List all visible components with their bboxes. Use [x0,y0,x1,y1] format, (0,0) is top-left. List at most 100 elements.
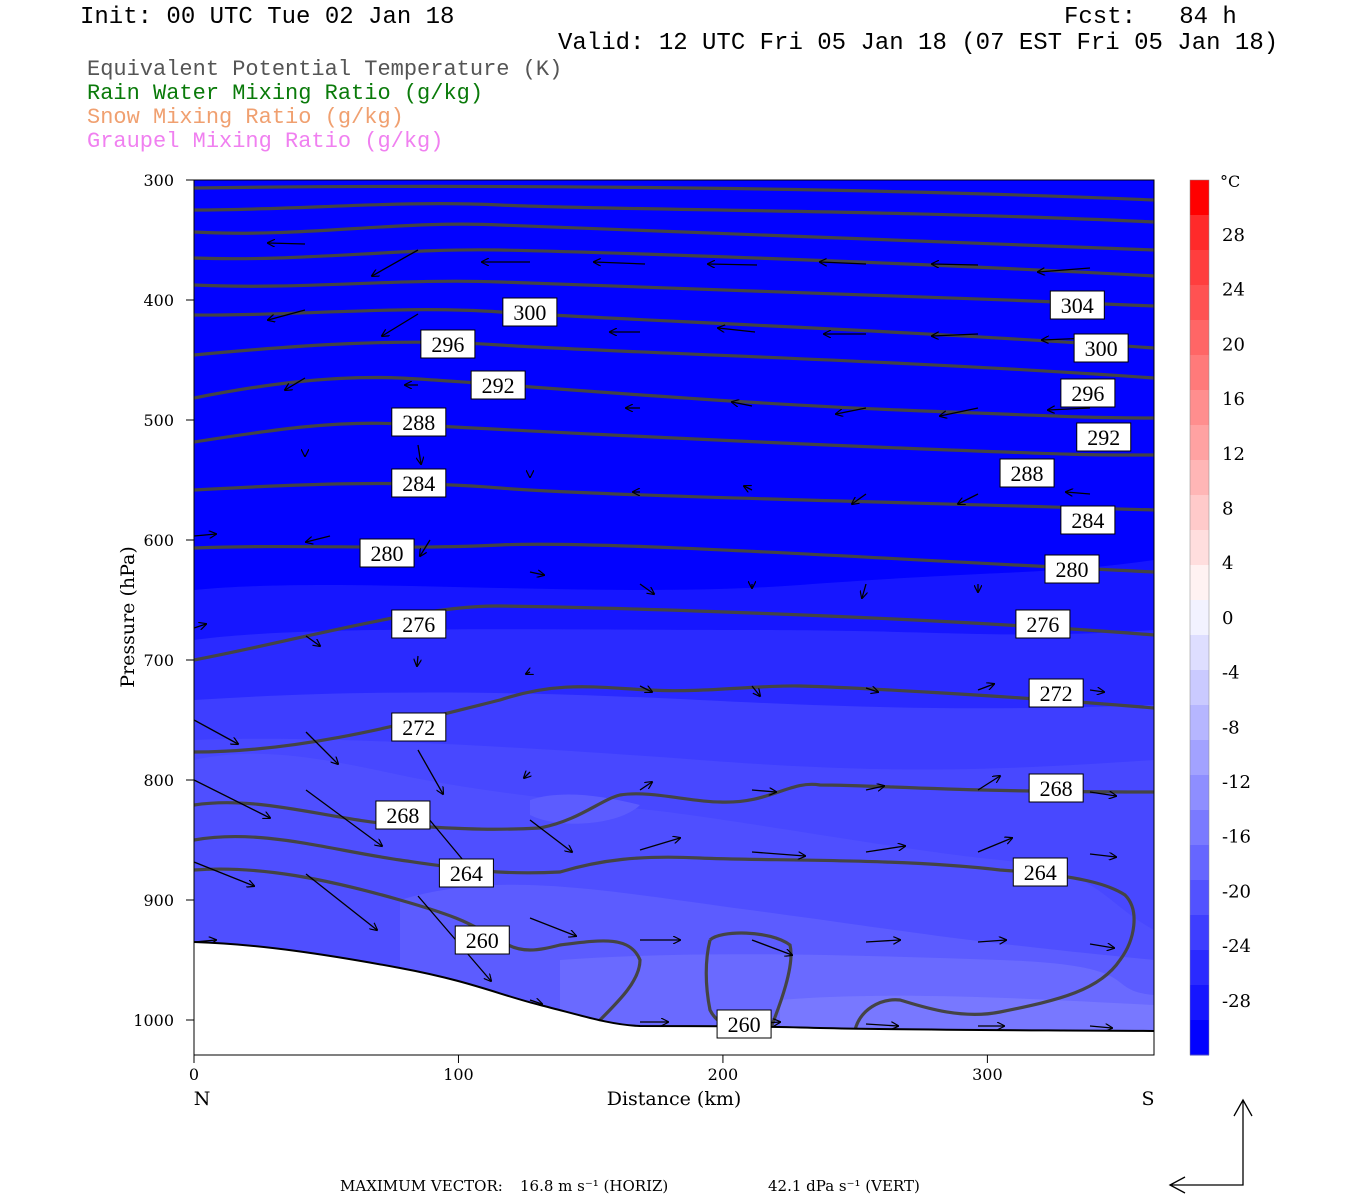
colorbar-segment [1190,565,1209,601]
wind-vector [639,583,654,594]
wind-vector [751,685,760,696]
colorbar-segment [1190,810,1209,846]
theta-e-label-box [391,609,447,639]
y-tick-label: 300 [143,171,174,190]
theta-e-contour [194,481,1154,512]
wind-vector [1038,267,1091,272]
wind-vector [268,309,306,320]
wind-vector [940,407,979,416]
colorbar-segment [1190,740,1209,776]
wind-vector [194,779,270,818]
theta-e-label-text: 300 [513,300,546,325]
colorbar-label: 24 [1222,280,1245,301]
theta-e-label-text: 272 [402,715,435,740]
colorbar-segment [1190,320,1209,356]
colorbar-label: -12 [1222,772,1251,793]
y-axis-label: Pressure (hPa) [117,546,139,688]
theta-e-label-text: 276 [402,612,435,637]
terrain-fill [194,942,1154,1055]
colorbar-label: 28 [1222,225,1245,246]
reference-vector-head-vertical [1233,1098,1253,1117]
wind-vector [420,539,431,556]
y-tick-label: 900 [143,891,174,910]
x-axis-left-end: N [194,1088,211,1110]
colorbar-segment [1190,215,1209,251]
wind-vector [751,790,776,792]
theta-e-label: 284 [391,468,447,498]
theta-e-label: 300 [1073,333,1129,363]
wind-vector [417,895,491,981]
theta-e-label: 268 [1028,773,1084,803]
colorbar-label: -28 [1222,991,1251,1012]
theta-e-label: 260 [454,925,510,955]
wind-vector [1089,1026,1112,1028]
legend-theta-e: Equivalent Potential Temperature (K) [87,57,563,82]
colorbar-segment [1190,670,1209,706]
theta-e-label-text: 280 [1056,557,1089,582]
wind-vector [1089,944,1114,948]
wind-vector [194,719,238,744]
theta-e-label-box [1076,422,1132,452]
colorbar-segment [1190,915,1209,951]
wind-vector [977,940,1006,942]
theta-e-contour [194,222,1154,252]
colorbar-frame [1189,179,1210,1056]
theta-e-label: 280 [1044,554,1100,584]
wind-vector [417,749,443,794]
wind-vector [977,838,1012,853]
theta-e-label-text: 288 [1011,461,1044,486]
max-vector-vert: 42.1 dPa s⁻¹ (VERT) [768,1177,920,1195]
wind-vector [865,846,905,853]
theta-e-contour [194,375,1154,420]
colorbar-segment [1190,985,1209,1021]
theta-e-label-box [1049,290,1105,320]
theta-e-label-text: 276 [1026,612,1059,637]
theta-e-label-box [1060,378,1116,408]
theta-e-label-box [1060,505,1116,535]
colorbar-segment [1190,285,1209,321]
theta-e-label-text: 268 [386,803,419,828]
theta-e-label-box [1012,857,1068,887]
theta-e-label-text: 304 [1061,293,1094,318]
colorbar-segment [1190,880,1209,916]
x-tick-label: 0 [189,1065,199,1084]
legend-rain: Rain Water Mixing Ratio (g/kg) [87,81,484,106]
theta-e-label: 296 [420,329,476,359]
shade-band [530,794,640,824]
colorbar-label: -8 [1222,717,1240,738]
wind-vector [1066,492,1091,494]
theta-e-label: 300 [502,297,558,327]
theta-e-label-box [438,858,494,888]
wind-vector [639,686,652,692]
legend-graupel: Graupel Mixing Ratio (g/kg) [87,129,444,154]
x-tick-label: 200 [708,1065,739,1084]
init-time: Init: 00 UTC Tue 02 Jan 18 [80,4,455,31]
wind-vector [285,377,306,390]
y-tick-label: 700 [143,651,174,670]
wind-vector [305,873,377,930]
wind-vector [305,731,338,764]
theta-e-label-box [454,925,510,955]
theta-e-label: 304 [1049,290,1105,320]
wind-vector [751,851,805,856]
colorbar-label: -20 [1222,881,1251,902]
theta-e-contour [194,279,1154,308]
wind-vector [639,838,680,851]
theta-e-contour [194,604,1154,662]
theta-e-label: 288 [391,407,447,437]
theta-e-label: 292 [470,370,526,400]
wind-vector [382,313,419,336]
y-tick-label: 600 [143,531,174,550]
colorbar-label: -4 [1222,663,1240,684]
colorbar-label: 20 [1222,334,1245,355]
wind-vector [372,249,419,276]
theta-e-contour [194,421,1154,457]
colorbar-label: 0 [1222,608,1233,629]
theta-e-label-box [1028,678,1084,708]
wind-vector [194,861,254,886]
theta-e-label-text: 280 [371,541,404,566]
colorbar-segment [1190,390,1209,426]
colorbar-segment [1190,775,1209,811]
wind-vector [1048,408,1091,410]
